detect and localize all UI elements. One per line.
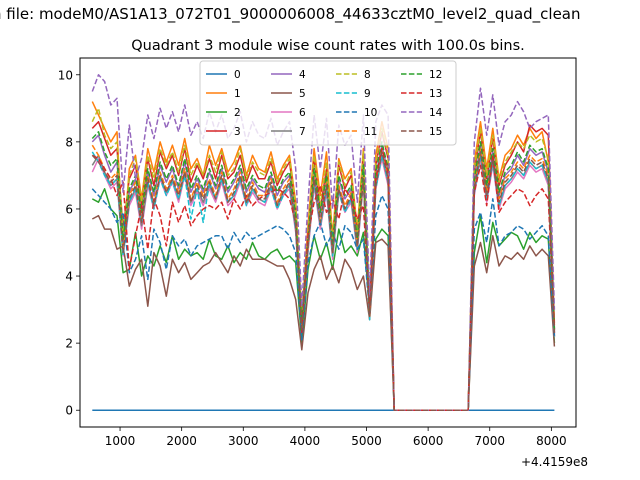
legend-label-3: 3 <box>234 126 241 138</box>
legend-label-11: 11 <box>364 126 377 138</box>
x-offset-label: +4.4159e8 <box>521 455 588 469</box>
plot-frame <box>79 57 577 428</box>
series-line-12 <box>91 131 556 411</box>
x-tick-label: 2000 <box>166 434 197 448</box>
series-line-8 <box>91 107 556 411</box>
plot-area: 1000 2000 3000 4000 5000 6000 7000 8000 0246810… <box>58 57 588 469</box>
x-tick-label: 1000 <box>105 434 136 448</box>
legend-label-2: 2 <box>234 107 241 119</box>
legend-box <box>199 60 457 146</box>
series-line-1 <box>91 101 556 411</box>
x-axis: 1000 2000 3000 4000 5000 6000 7000 8000 <box>105 427 567 448</box>
legend-label-14: 14 <box>429 107 443 119</box>
y-tick-label: 8 <box>65 135 73 149</box>
x-tick-label: 5000 <box>351 434 382 448</box>
x-tick-label: 6000 <box>413 434 444 448</box>
series-layer <box>91 74 556 411</box>
legend-label-15: 15 <box>429 126 442 138</box>
y-tick-label: 6 <box>65 202 73 216</box>
chart-title: Quadrant 3 module wise count rates with … <box>131 38 525 54</box>
y-tick-label: 4 <box>65 270 73 284</box>
y-tick-label: 0 <box>65 404 73 418</box>
series-line-5 <box>91 214 556 411</box>
legend-label-0: 0 <box>234 69 241 81</box>
legend-label-8: 8 <box>364 69 371 81</box>
series-line-15 <box>91 151 556 411</box>
legend-label-12: 12 <box>429 69 442 81</box>
legend-label-6: 6 <box>299 107 306 119</box>
legend-label-9: 9 <box>364 88 371 100</box>
x-tick-label: 3000 <box>228 434 259 448</box>
legend-label-13: 13 <box>429 88 442 100</box>
legend-label-7: 7 <box>299 126 306 138</box>
series-line-13 <box>91 147 556 411</box>
legend-label-10: 10 <box>364 107 377 119</box>
y-axis: 0 2 4 6 8 10 <box>58 68 80 418</box>
legend-label-1: 1 <box>234 88 241 100</box>
legend-label-4: 4 <box>299 69 306 81</box>
y-tick-label: 10 <box>58 68 73 82</box>
y-tick-label: 2 <box>65 337 73 351</box>
x-tick-label: 8000 <box>536 434 567 448</box>
x-tick-label: 7000 <box>474 434 505 448</box>
legend-label-5: 5 <box>299 88 306 100</box>
x-tick-label: 4000 <box>290 434 321 448</box>
figure-suptitle: n file: modeM0/AS1A13_072T01_9000006008_… <box>0 5 581 24</box>
